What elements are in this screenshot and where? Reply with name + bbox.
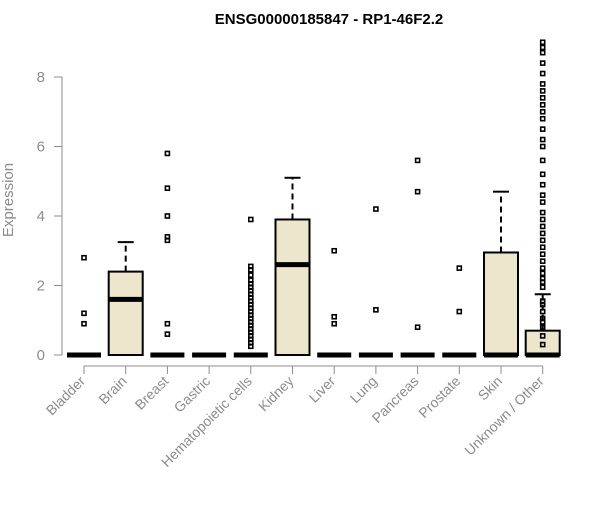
outlier-point [81, 310, 87, 317]
outlier-point [539, 333, 546, 339]
outlier-point [539, 115, 546, 122]
outlier-point [248, 263, 254, 270]
outlier-point [331, 320, 338, 327]
outlier-point [164, 150, 171, 157]
outlier-point [164, 234, 171, 240]
outlier-point [539, 258, 546, 264]
outlier-point [539, 143, 546, 150]
outlier-point [539, 275, 546, 282]
box-iqr [483, 251, 519, 356]
outlier-point [331, 313, 338, 320]
outlier-point [164, 331, 171, 337]
outlier-point [456, 308, 463, 315]
outlier-point [539, 209, 546, 216]
outlier-point [539, 60, 546, 66]
box-group [107, 241, 144, 357]
outlier-point [414, 324, 421, 331]
outlier-point [539, 265, 546, 271]
outlier-point [539, 171, 546, 178]
outlier-point [539, 324, 546, 331]
outlier-point [373, 307, 379, 313]
y-tick-label: 8 [37, 69, 45, 86]
box-group [274, 176, 311, 356]
outlier-point [539, 341, 546, 348]
y-tick-label: 0 [37, 347, 45, 364]
box-series [67, 39, 561, 358]
outlier-point [331, 247, 338, 254]
outlier-point [539, 81, 546, 87]
outlier-point [456, 265, 463, 271]
outlier-point [248, 277, 254, 284]
outlier-point [539, 126, 546, 132]
x-tick-label: Bladder [43, 373, 89, 419]
outlier-point [539, 44, 546, 51]
box-group [483, 190, 519, 358]
x-tick-label: Prostate [415, 373, 463, 421]
outlier-point [81, 254, 87, 261]
outlier-point [539, 251, 546, 258]
outlier-point [164, 213, 171, 219]
outlier-point [539, 157, 546, 164]
outlier-point [164, 185, 171, 191]
outlier-point [164, 320, 171, 327]
outlier-point [539, 95, 546, 101]
x-tick-label: Unknown / Other [461, 373, 547, 459]
x-tick-label: Kidney [255, 373, 297, 415]
outlier-point [539, 308, 546, 315]
x-tick-label: Breast [132, 373, 172, 413]
box-group [317, 247, 352, 358]
outlier-point [539, 102, 546, 108]
outlier-point [539, 136, 546, 143]
x-tick-label: Skin [475, 373, 506, 404]
y-axis: 0 2 4 6 8 [37, 69, 63, 364]
outlier-point [539, 88, 546, 94]
x-tick-label: Lung [347, 373, 380, 406]
outlier-point [539, 192, 546, 198]
y-axis-label: Expression [0, 163, 17, 237]
y-tick-label: 2 [37, 278, 45, 295]
box-group [442, 265, 477, 358]
outlier-point [539, 181, 546, 188]
outlier-point [539, 39, 546, 46]
outlier-point [248, 216, 254, 223]
outlier-point [539, 298, 546, 304]
outlier-point [539, 49, 546, 56]
outlier-point [539, 284, 546, 291]
outlier-point [539, 216, 546, 223]
outlier-point [539, 237, 546, 244]
box-group [233, 216, 268, 358]
box-group [524, 39, 561, 358]
y-tick-label: 6 [37, 139, 45, 156]
outlier-point [539, 244, 546, 251]
box-group [358, 206, 393, 358]
x-tick-label: Brain [95, 373, 129, 407]
outlier-point [373, 206, 379, 212]
outlier-point [539, 230, 546, 237]
outlier-point [539, 315, 546, 322]
y-tick-label: 4 [37, 208, 45, 225]
outlier-point [248, 272, 254, 278]
outlier-point [539, 108, 546, 115]
box-iqr [107, 270, 144, 357]
box-iqr [274, 218, 311, 356]
outlier-point [539, 270, 546, 277]
box-group [400, 157, 435, 358]
outlier-point [539, 223, 546, 230]
outlier-point [539, 199, 546, 205]
box-group [67, 254, 101, 358]
chart-title: ENSG00000185847 - RP1-46F2.2 [215, 11, 443, 28]
outlier-point [539, 70, 546, 77]
x-tick-label: Liver [306, 373, 339, 406]
outlier-point [414, 157, 421, 164]
outlier-point [414, 188, 421, 195]
box-group [150, 150, 185, 358]
outlier-point [81, 320, 87, 327]
